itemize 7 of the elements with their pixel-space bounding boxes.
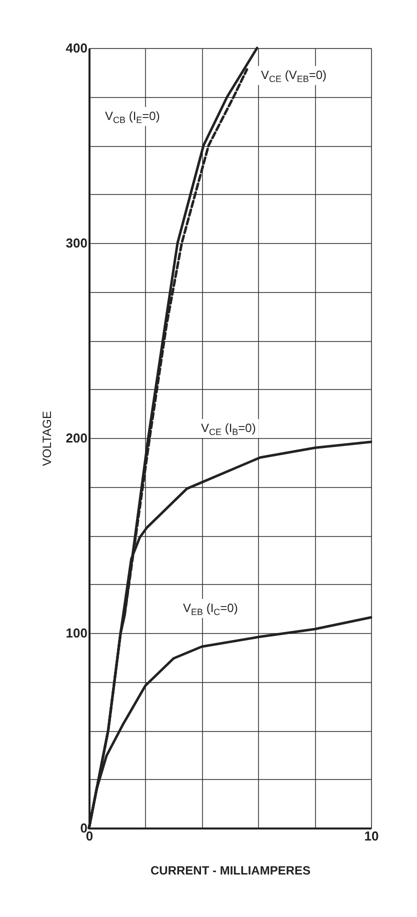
y-axis-title: VOLTAGE [40,411,54,466]
y-tick-label: 200 [66,430,88,446]
y-tick-label: 100 [66,626,88,640]
x-tick-label: 10 [364,828,379,844]
x-axis-title: CURRENT - MILLIAMPERES [150,864,310,878]
y-tick-label: 400 [66,40,88,56]
y-tick-label: 300 [66,236,88,250]
